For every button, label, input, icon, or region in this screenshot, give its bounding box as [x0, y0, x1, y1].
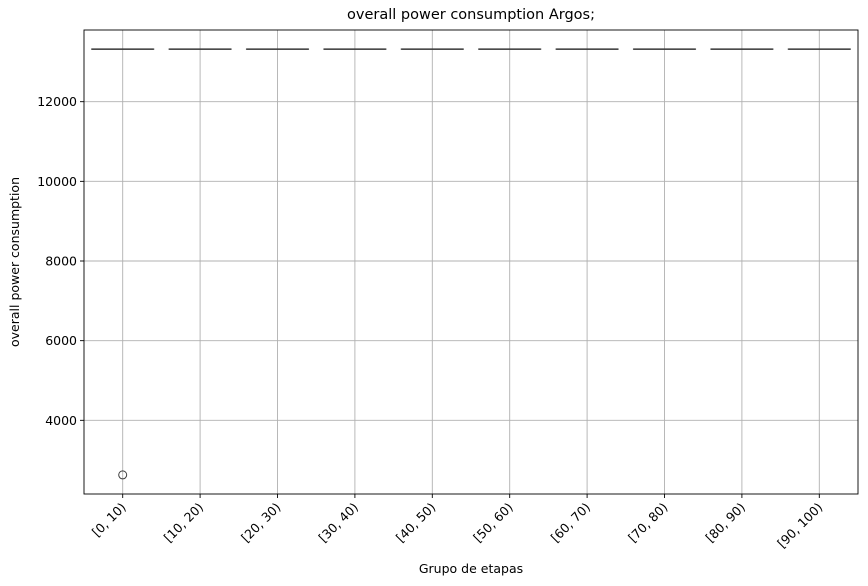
- y-tick-label: 12000: [37, 94, 77, 109]
- y-tick-label: 8000: [45, 254, 77, 269]
- x-tick-label: [70, 80): [625, 500, 671, 546]
- x-tick-label: [20, 30): [238, 500, 284, 546]
- tick-layer: 4000 6000 8000 10000 12000 [0, 10) [10, 20) [20…: [37, 94, 825, 551]
- x-tick-label: [0, 10): [89, 500, 129, 540]
- x-tick-label: [90, 100): [774, 500, 825, 551]
- outlier-point: [118, 470, 128, 480]
- x-tick-label: [80, 90): [702, 500, 748, 546]
- chart-title: overall power consumption Argos;: [347, 7, 595, 23]
- x-tick-label: [30, 40): [315, 500, 361, 546]
- grid-layer: [84, 30, 858, 494]
- x-axis-label: Grupo de etapas: [419, 561, 523, 576]
- x-tick-label: [50, 60): [470, 500, 516, 546]
- y-axis-label: overall power consumption: [7, 177, 22, 347]
- box-layer: [91, 48, 851, 480]
- plot-frame: [83, 29, 859, 495]
- y-tick-label: 4000: [45, 413, 77, 428]
- y-tick-label: 6000: [45, 333, 77, 348]
- x-tick-label: [40, 50): [393, 500, 439, 546]
- x-tick-label: [60, 70): [548, 500, 594, 546]
- x-tick-label: [10, 20): [161, 500, 207, 546]
- y-tick-label: 10000: [37, 174, 77, 189]
